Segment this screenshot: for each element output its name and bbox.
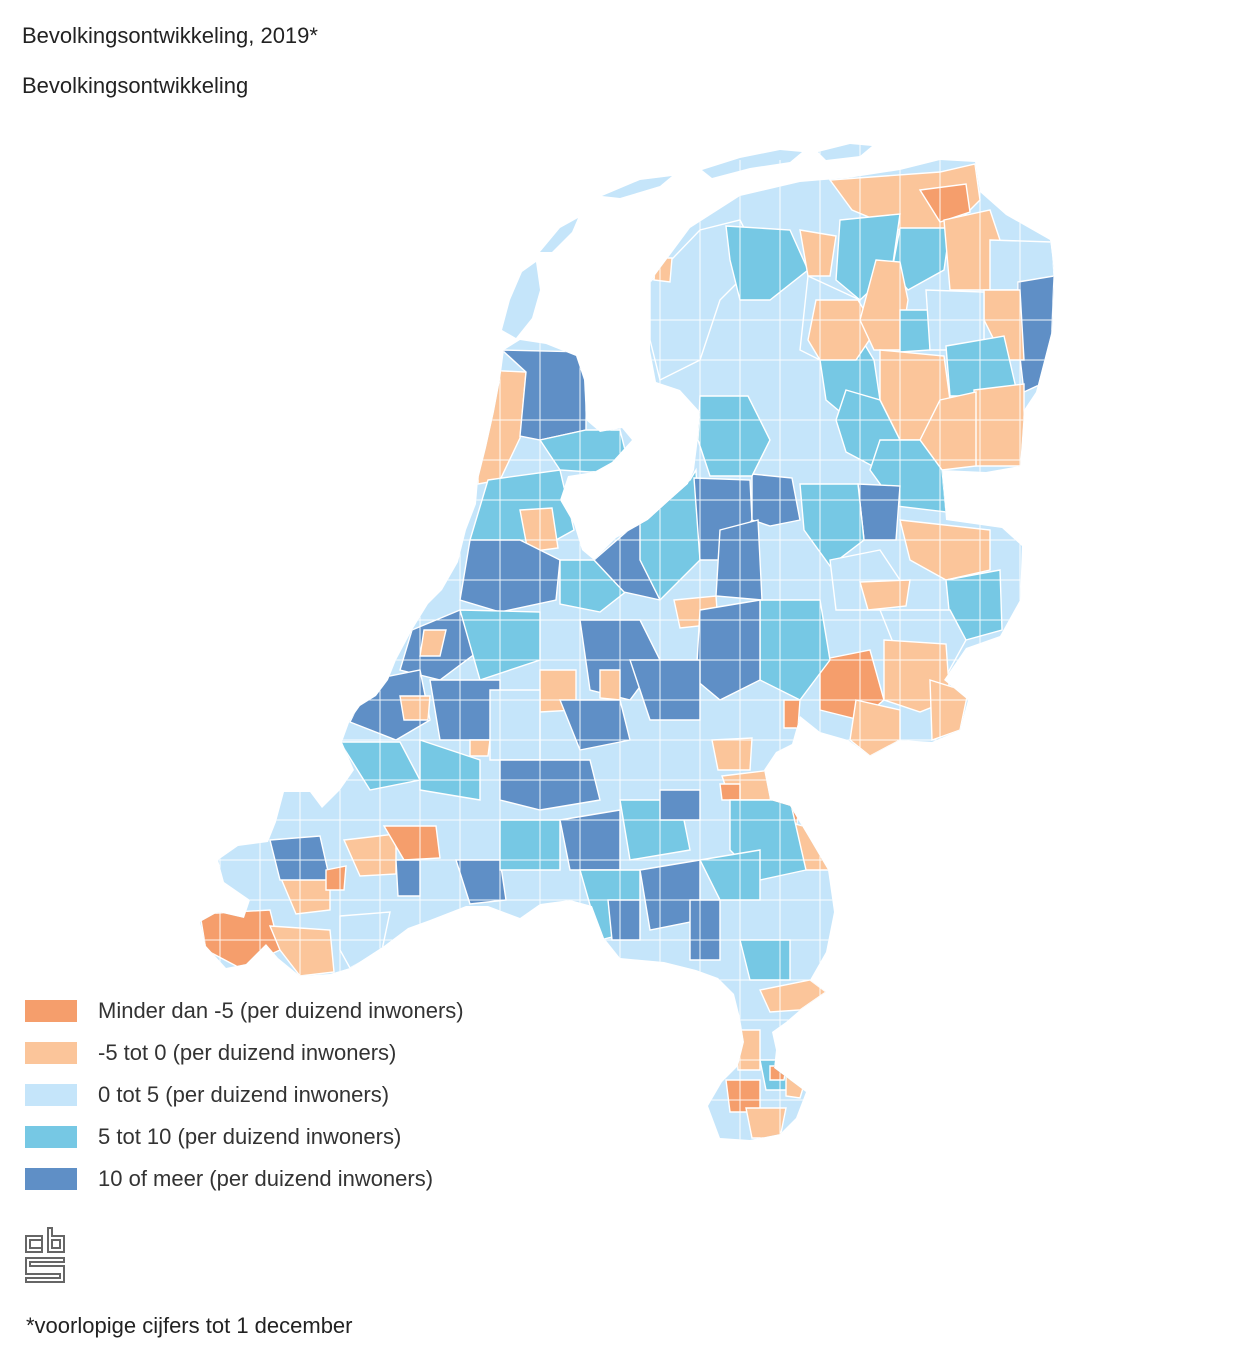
region-de-bilt [599,669,621,701]
region-ede [695,599,761,701]
legend-swatch [25,1042,77,1064]
region-harlingen [653,257,673,283]
legend-item: -5 tot 0 (per duizend inwoners) [25,1032,464,1074]
region-heerlen [769,1065,787,1081]
region-sluis [200,909,281,969]
legend-swatch [25,1126,77,1148]
map-title: Bevolkingsontwikkeling, 2019* [22,23,318,48]
region-coevorden [919,391,977,471]
legend-label: Minder dan -5 (per duizend inwoners) [98,998,464,1023]
region-assen [899,309,931,353]
legend-swatch [25,1168,77,1190]
region-oost-gelre [849,699,901,757]
region-ermelo [715,519,763,601]
legend-item: 0 tot 5 (per duizend inwoners) [25,1074,464,1116]
region-brummen [783,699,801,729]
cbs-logo-icon [25,1227,65,1283]
region-ommen [857,483,901,541]
region-geldrop [689,899,721,961]
region-renkum [711,737,753,771]
region-borssele [325,865,347,891]
region-breda [499,819,561,871]
region-noordoostpolder [697,395,771,477]
legend-item: 5 tot 10 (per duizend inwoners) [25,1116,464,1158]
region-winterswijk [929,679,969,741]
region-dordrecht [499,759,601,811]
legend-label: 10 of meer (per duizend inwoners) [98,1166,434,1191]
region-loppersum [918,183,971,223]
region-dongeradeel [799,229,837,277]
legend-item: 10 of meer (per duizend inwoners) [25,1158,464,1200]
map-legend: Minder dan -5 (per duizend inwoners) -5 … [25,990,464,1200]
region-tilburg [559,809,621,871]
region-hilvarenbeek [607,899,641,941]
region-roermond [758,979,828,1013]
legend-swatch [25,1000,77,1022]
region-terneuzen [268,925,335,977]
legend-item: Minder dan -5 (per duizend inwoners) [25,990,464,1032]
region-bergen-op-zoom [395,859,421,897]
region-westerwolde [1017,275,1054,394]
region-wierden [859,579,911,611]
legend-swatch [25,1084,77,1106]
region-zwolle [799,483,865,567]
region-katwijk [419,629,447,657]
legend-label: 5 tot 10 (per duizend inwoners) [98,1124,402,1149]
region-oss [659,789,701,821]
map-subtitle: Bevolkingsontwikkeling [22,73,249,98]
region-rheden [719,783,741,801]
region-reimerswaal [382,825,441,861]
region-emmen [973,383,1025,467]
region-leeuwarden [725,225,809,301]
region-kapelle [342,833,397,877]
region-maastricht [725,1079,761,1113]
legend-label: -5 tot 0 (per duizend inwoners) [98,1040,397,1065]
region-capelle [469,739,491,757]
region-twenterand [899,519,991,581]
legend-label: 0 tot 5 (per duizend inwoners) [98,1082,390,1107]
footnote: *voorlopige cijfers tot 1 december [26,1313,353,1338]
region-purmerend [519,507,559,553]
